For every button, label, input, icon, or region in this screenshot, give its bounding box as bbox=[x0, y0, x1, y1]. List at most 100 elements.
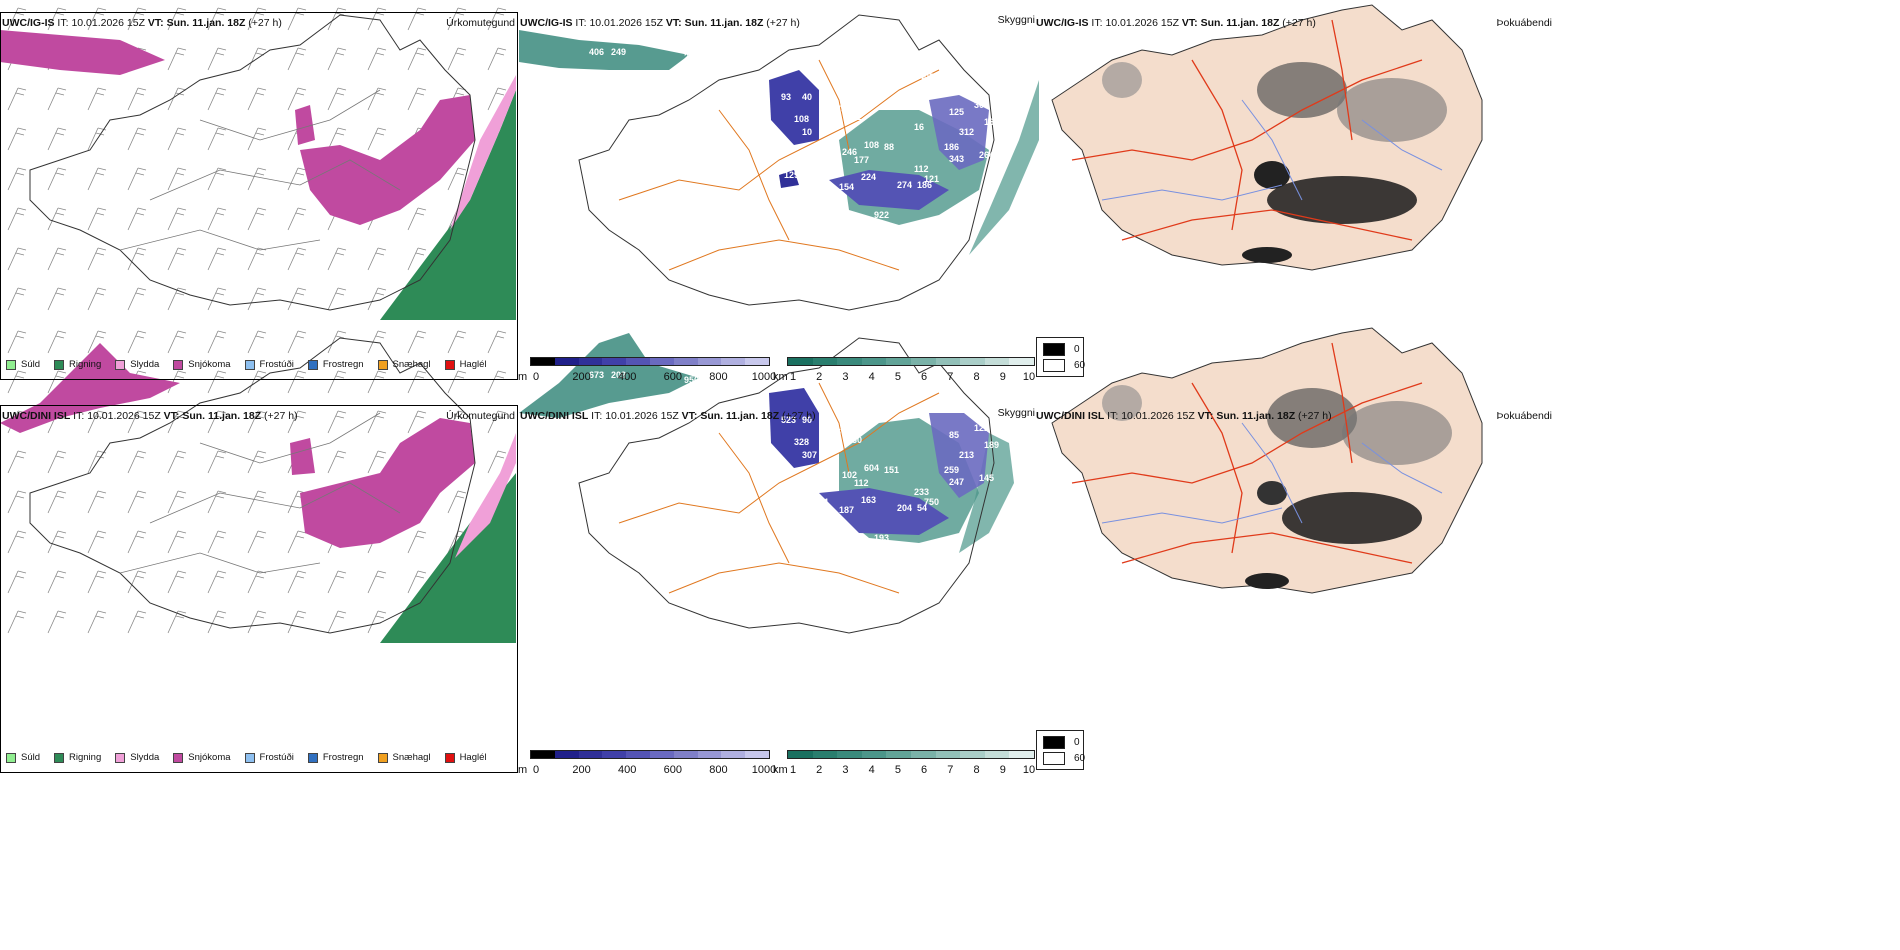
colorbar-tick-label: 4 bbox=[868, 764, 875, 776]
snow-area-1 bbox=[0, 30, 165, 75]
legend-swatch bbox=[54, 359, 65, 370]
ceiling-value-label: 523 bbox=[781, 415, 796, 425]
ceiling-value-label: 307 bbox=[802, 450, 817, 460]
fog-map-row2 bbox=[1051, 327, 1483, 594]
colorbar-cell bbox=[602, 751, 627, 758]
ceiling-value-label: 204 bbox=[897, 503, 912, 513]
colorbar-tick-label: 4 bbox=[868, 371, 875, 383]
ceiling-value-label: 102 bbox=[842, 470, 857, 480]
fog-legend-row2: 0 60 bbox=[1036, 730, 1085, 770]
ceiling-value-label: 303 bbox=[974, 100, 989, 110]
legend-item: Snæhagl bbox=[377, 359, 431, 370]
legend-item: Frostúði bbox=[244, 752, 294, 763]
colorbar-tick-label: 10 bbox=[1022, 371, 1036, 383]
ceiling-value-label: 230 bbox=[847, 435, 862, 445]
colorbar-tick-label: 800 bbox=[709, 764, 728, 776]
ceiling-value-label: 249 bbox=[611, 47, 626, 57]
legend-item: Haglél bbox=[444, 359, 487, 370]
header-row1-precip: UWC/IG-IS IT: 10.01.2026 15Z VT: Sun. 11… bbox=[2, 17, 282, 29]
cloud-title-row1: Skyggni bbox=[997, 14, 1035, 26]
ceiling-value-label: 144 bbox=[824, 104, 839, 114]
fog-legend-swatch bbox=[1043, 736, 1065, 749]
ceiling-value-label: 187 bbox=[839, 505, 854, 515]
colorbar-tick-label: 9 bbox=[999, 371, 1006, 383]
colorbar-tick-label: 0 bbox=[532, 764, 540, 776]
fog-legend-item: 0 bbox=[1043, 343, 1080, 356]
ceiling-value-label: 151 bbox=[884, 465, 899, 475]
legend-swatch bbox=[444, 359, 455, 370]
ceiling-value-label: 16 bbox=[914, 122, 924, 132]
ceiling-value-label: 177 bbox=[854, 155, 869, 165]
colorbar-cell bbox=[697, 358, 722, 365]
colorbar-tick-label: 5 bbox=[894, 764, 901, 776]
colorbar-tick-label: 10 bbox=[1022, 764, 1036, 776]
legend-swatch bbox=[54, 752, 65, 763]
precip-legend-row2: Súld Rigning Slydda Snjókoma Frostúði Fr… bbox=[6, 752, 501, 763]
colorbar-tick-label: 200 bbox=[572, 764, 591, 776]
legend-swatch bbox=[377, 752, 388, 763]
visibility-unit: km bbox=[773, 371, 788, 383]
colorbar-tick-label: 6 bbox=[921, 371, 928, 383]
header-row2-fog: UWC/DINI ISL IT: 10.01.2026 15Z VT: Sun.… bbox=[1036, 410, 1332, 422]
ceiling-value-label: 271 bbox=[814, 497, 829, 507]
colorbar-tick-label: 200 bbox=[572, 371, 591, 383]
colorbar-cell bbox=[649, 751, 674, 758]
colorbar-cell bbox=[1009, 751, 1034, 758]
legend-item: Frostregn bbox=[307, 359, 364, 370]
colorbar-cell bbox=[837, 358, 862, 365]
ceiling-value-label: 264 bbox=[979, 150, 994, 160]
ceiling-value-label: 90 bbox=[802, 415, 812, 425]
colorbar-cell bbox=[788, 751, 813, 758]
colorbar-cell bbox=[960, 358, 985, 365]
ceiling-value-label: 406 bbox=[589, 47, 604, 57]
colorbar-cell bbox=[910, 751, 936, 758]
colorbar-cell bbox=[935, 751, 961, 758]
ceiling-value-label: 121 bbox=[924, 174, 939, 184]
legend-swatch bbox=[244, 752, 255, 763]
colorbar-tick-label: 3 bbox=[842, 764, 849, 776]
ceiling-value-label: 224 bbox=[861, 172, 876, 182]
sleet-area bbox=[420, 75, 516, 275]
ceiling-unit: m bbox=[518, 371, 528, 383]
legend-item: Súld bbox=[6, 752, 40, 763]
colorbar-cell bbox=[745, 358, 769, 365]
colorbar-cell bbox=[984, 358, 1010, 365]
legend-item: Snjókoma bbox=[173, 752, 231, 763]
legend-item: Rigning bbox=[54, 752, 101, 763]
fog-legend-item: 60 bbox=[1043, 359, 1085, 372]
fog-legend-row1: 0 60 bbox=[1036, 337, 1085, 377]
colorbar-cell bbox=[673, 358, 698, 365]
ceiling-value-label: 673 bbox=[589, 370, 604, 380]
colorbar-tick-label: 8 bbox=[973, 371, 980, 383]
fog-title-row2: Þokuábendi bbox=[1496, 410, 1552, 422]
colorbar-cell bbox=[673, 751, 698, 758]
ceiling-value-label: 189 bbox=[984, 440, 999, 450]
ceiling-value-label: 312 bbox=[814, 174, 829, 184]
legend-item: Slydda bbox=[115, 359, 159, 370]
ceiling-value-label: 108 bbox=[864, 140, 879, 150]
colorbar-cell bbox=[531, 751, 555, 758]
legend-swatch bbox=[6, 359, 16, 370]
legend-swatch bbox=[173, 752, 184, 763]
colorbar-tick-label: 7 bbox=[947, 764, 954, 776]
colorbar-tick-label: 9 bbox=[999, 764, 1006, 776]
colorbar-cell bbox=[578, 751, 603, 758]
colorbar-cell bbox=[745, 751, 769, 758]
colorbar-tick-label: 1 bbox=[789, 371, 797, 383]
colorbar-tick-label: 2 bbox=[816, 371, 823, 383]
island-outline bbox=[29, 14, 476, 311]
rain-area bbox=[380, 90, 516, 320]
colorbar-cell bbox=[886, 358, 911, 365]
colorbar-tick-label: 1000 bbox=[751, 371, 777, 383]
ceiling-value-label: 186 bbox=[917, 180, 932, 190]
colorbar-cell bbox=[578, 358, 603, 365]
ceiling-value-label: 405 bbox=[919, 72, 934, 82]
ceiling-value-label: 233 bbox=[914, 487, 929, 497]
ceiling-value-label: 129 bbox=[784, 170, 799, 180]
ceiling-value-label: 162 bbox=[847, 112, 862, 122]
legend-swatch bbox=[115, 359, 126, 370]
legend-swatch bbox=[173, 359, 184, 370]
header-row2-precip: UWC/DINI ISL IT: 10.01.2026 15Z VT: Sun.… bbox=[2, 410, 298, 422]
colorbar-tick-label: 400 bbox=[618, 371, 637, 383]
